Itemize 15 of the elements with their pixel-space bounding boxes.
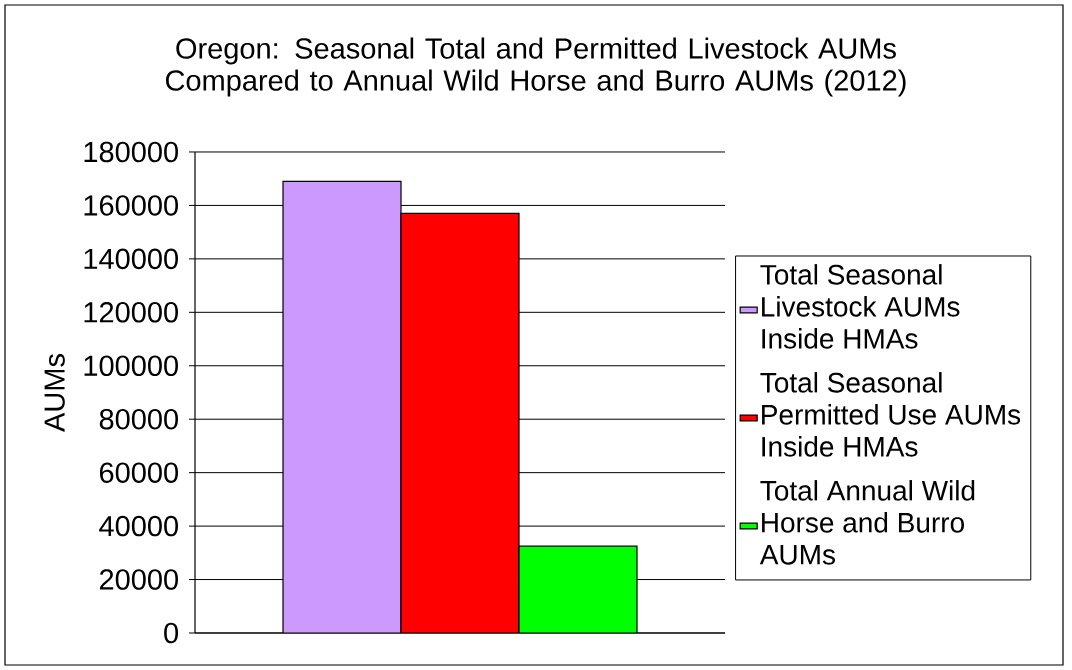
- y-tick-label: 100000: [84, 355, 178, 377]
- y-tick-label: 0: [164, 622, 179, 644]
- y-axis-title: AUMs: [44, 354, 65, 432]
- y-tick-label: 80000: [99, 408, 178, 430]
- y-tick-label: 160000: [84, 195, 178, 216]
- chart-title: Oregon: Seasonal Total and Permitted Livestock AUMs Compared to Annual Wild Horse and Burro AUMs (2012): [165, 37, 906, 97]
- y-tick-label: 180000: [84, 141, 178, 163]
- legend-label: Total Seasonal Livestock AUMs Inside HMAs: [760, 264, 960, 349]
- y-tick-label: 60000: [99, 462, 178, 483]
- legend-label: Total Seasonal Permitted Use AUMs Inside HMAs: [760, 372, 1021, 457]
- y-tick-label: 20000: [99, 569, 178, 590]
- y-tick-label: 40000: [99, 515, 178, 537]
- y-tick-label: 140000: [84, 248, 178, 270]
- legend-label: Total Annual Wild Horse and Burro AUMs: [759, 480, 975, 565]
- y-tick-label: 120000: [84, 302, 178, 323]
